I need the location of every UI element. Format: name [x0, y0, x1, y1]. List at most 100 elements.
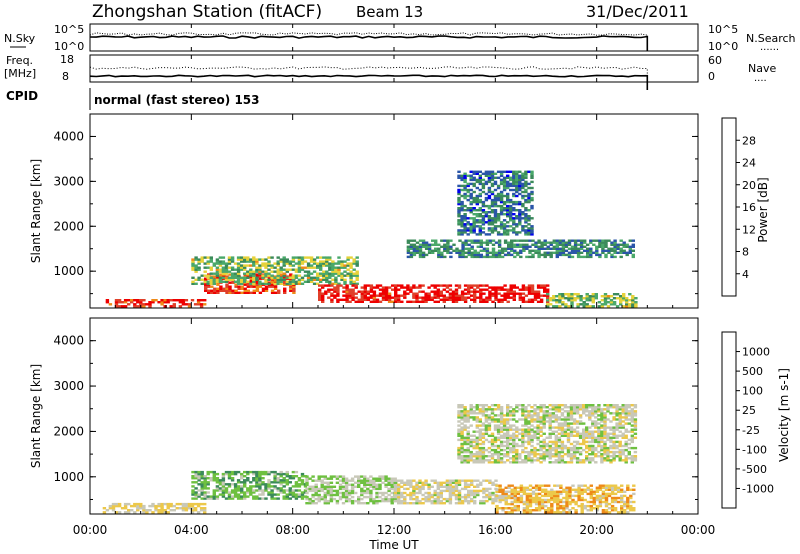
echo-cell — [502, 444, 507, 448]
echo-cell — [481, 446, 486, 450]
echo-cell — [409, 255, 414, 259]
echo-cell — [490, 184, 495, 188]
echo-cell — [481, 209, 486, 212]
echo-cell — [512, 202, 516, 206]
echo-cell — [499, 194, 504, 198]
echo-cell — [518, 453, 522, 456]
echo-cell — [588, 448, 592, 452]
echo-cell — [463, 219, 467, 222]
echo-cell — [524, 424, 528, 427]
echo-cell — [527, 457, 531, 460]
echo-cell — [454, 493, 459, 497]
echo-cell — [600, 418, 604, 421]
freq-left-tick-bottom: 8 — [62, 70, 69, 83]
echo-cell — [363, 489, 367, 493]
echo-cell — [513, 507, 517, 510]
echo-cell — [582, 434, 586, 437]
echo-cell — [294, 276, 299, 279]
echo-cell — [446, 245, 450, 248]
echo-cell — [521, 406, 525, 409]
echo-cell — [325, 274, 329, 277]
echo-cell — [454, 495, 459, 499]
echo-cell — [338, 483, 343, 486]
echo-cell — [591, 404, 595, 407]
echo-cell — [472, 178, 476, 182]
echo-cell — [228, 285, 232, 288]
echo-cell — [485, 239, 490, 242]
echo-cell — [375, 502, 379, 505]
echo-cell — [513, 249, 517, 252]
echo-cell — [484, 426, 489, 429]
echo-cell — [466, 223, 470, 226]
echo-cell — [552, 305, 556, 308]
echo-cell — [294, 268, 299, 271]
echo-cell — [490, 231, 495, 234]
echo-cell — [565, 498, 569, 502]
echo-cell — [467, 493, 471, 497]
echo-cell — [276, 272, 280, 275]
echo-cell — [463, 180, 467, 184]
echo-cell — [200, 472, 204, 476]
echo-cell — [160, 502, 164, 506]
echo-cell — [351, 298, 355, 301]
echo-cell — [460, 418, 464, 421]
echo-cell — [460, 292, 465, 295]
echo-cell — [518, 202, 522, 206]
echo-cell — [249, 485, 253, 488]
echo-cell — [487, 227, 492, 230]
echo-cell — [326, 485, 330, 488]
echo-cell — [509, 406, 513, 409]
echo-cell — [397, 495, 401, 499]
echo-cell — [566, 422, 571, 425]
station-title: Zhongshan Station (fitACF) — [92, 2, 322, 22]
echo-cell — [478, 215, 482, 218]
echo-cell — [318, 296, 322, 299]
echo-cell — [430, 479, 434, 482]
echo-cell — [613, 245, 617, 248]
echo-cell — [252, 491, 256, 494]
echo-cell — [308, 485, 312, 488]
echo-cell — [169, 502, 173, 506]
echo-cell — [629, 504, 633, 508]
echo-cell — [496, 438, 501, 442]
echo-cell — [494, 298, 498, 301]
echo-cell — [496, 198, 501, 202]
echo-cell — [488, 292, 492, 295]
echo-cell — [206, 495, 210, 498]
echo-cell — [331, 270, 335, 273]
echo-cell — [630, 457, 634, 460]
echo-cell — [478, 453, 482, 456]
echo-cell — [224, 280, 229, 283]
echo-cell — [485, 284, 489, 287]
echo-cell — [300, 278, 305, 281]
echo-cell — [412, 493, 416, 497]
echo-cell — [409, 485, 413, 488]
echo-cell — [403, 497, 407, 501]
echo-cell — [609, 446, 613, 450]
echo-cell — [463, 420, 467, 423]
echo-cell — [546, 241, 550, 244]
echo-cell — [500, 288, 504, 291]
echo-cell — [577, 488, 581, 491]
echo-cell — [206, 497, 210, 500]
echo-cell — [297, 268, 302, 271]
echo-cell — [424, 241, 429, 244]
echo-cell — [458, 255, 462, 259]
echo-cell — [285, 276, 289, 279]
echo-cell — [533, 412, 537, 415]
echo-cell — [512, 434, 516, 437]
echo-cell — [437, 249, 441, 252]
echo-cell — [157, 509, 161, 512]
echo-cell — [381, 290, 386, 293]
echo-cell — [319, 272, 323, 275]
echo-cell — [496, 213, 501, 216]
echo-cell — [457, 294, 462, 297]
echo-cell — [598, 241, 602, 244]
echo-cell — [482, 300, 486, 303]
echo-cell — [597, 436, 601, 439]
echo-cell — [288, 262, 292, 265]
echo-cell — [491, 497, 495, 501]
echo-cell — [482, 502, 486, 505]
echo-cell — [560, 442, 565, 446]
echo-cell — [585, 414, 589, 417]
